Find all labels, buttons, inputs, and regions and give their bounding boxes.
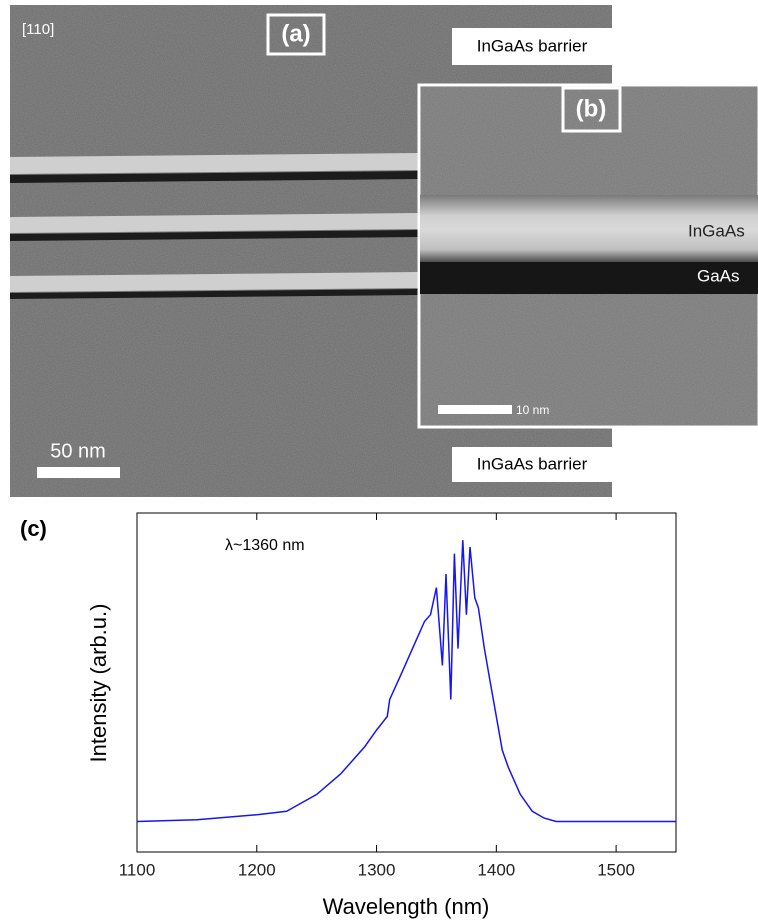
- x-tick-label: 1100: [119, 860, 156, 879]
- scale-bar: [438, 405, 512, 414]
- layer-label: InGaAs barrier: [477, 454, 588, 473]
- bright-band: [10, 213, 418, 233]
- dark-band: [10, 171, 418, 183]
- scale-label: 10 nm: [516, 403, 549, 417]
- dark-band: [420, 262, 758, 294]
- x-tick-label: 1500: [597, 860, 635, 879]
- orientation: [110]: [22, 21, 54, 38]
- x-tick-label: 1300: [358, 860, 396, 879]
- panel-label: (c): [20, 516, 47, 541]
- bright-band: [420, 195, 758, 263]
- x-tick-label: 1400: [477, 860, 515, 879]
- annotation: λ~1360 nm: [225, 537, 305, 554]
- label-bg: [452, 447, 612, 482]
- plot-frame: [136, 512, 677, 853]
- dark-band: [10, 289, 418, 299]
- panel-b: (b) InGaAs GaAs 10 nm: [417, 83, 758, 429]
- layer-label: GaAs: [697, 266, 740, 285]
- spectrum-line: [136, 540, 676, 823]
- dark-band: [10, 230, 418, 241]
- x-tick-label: 1200: [238, 860, 276, 879]
- panel-label: (b): [576, 95, 607, 122]
- x-axis-title: Wavelength (nm): [323, 894, 490, 919]
- panel-c: (c) λ~1360 nm Wavelength (nm) Intensity …: [20, 512, 677, 919]
- panel-label: (a): [281, 20, 310, 47]
- label-box: [266, 13, 326, 56]
- label-bg: [452, 28, 612, 65]
- layer-label: InGaAs barrier: [477, 36, 588, 55]
- y-axis-title: Intensity (arb.u.): [86, 604, 111, 763]
- scale-label: 50 nm: [50, 440, 106, 462]
- bright-band: [10, 272, 418, 292]
- bright-band: [10, 153, 418, 174]
- layer-label: InGaAs: [688, 221, 745, 240]
- label-box: [561, 86, 622, 133]
- scale-bar: [37, 467, 120, 478]
